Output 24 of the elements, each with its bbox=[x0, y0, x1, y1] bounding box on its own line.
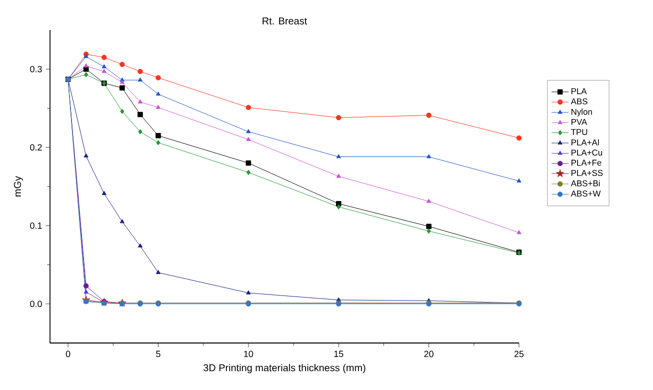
y-axis-title: mGy bbox=[14, 176, 23, 196]
x-tick-label: 25 bbox=[514, 350, 524, 358]
chart-title: Rt. Breast bbox=[262, 18, 308, 24]
legend-label: ABS+W bbox=[570, 190, 601, 197]
y-tick-label: 0.0 bbox=[30, 300, 42, 308]
x-tick-label: 0 bbox=[66, 350, 70, 358]
x-tick-label: 5 bbox=[156, 350, 160, 358]
legend-label: TPU bbox=[571, 129, 588, 135]
y-tick-label: 0.3 bbox=[30, 66, 42, 72]
legend-label: ABS+Bi bbox=[570, 180, 600, 186]
legend-label: PLA+Fe bbox=[572, 160, 602, 166]
legend-label: Nylon bbox=[572, 108, 592, 116]
legend-label: ABS bbox=[570, 98, 588, 104]
legend-label: PLA+Al bbox=[572, 139, 599, 146]
x-tick-label: 20 bbox=[424, 350, 434, 358]
legend-label: PLA bbox=[572, 88, 587, 94]
x-tick-label: 15 bbox=[334, 350, 344, 358]
x-tick-label: 10 bbox=[244, 350, 254, 358]
legend-label: PLA+Cu bbox=[572, 150, 602, 156]
legend-label: PVA bbox=[572, 118, 588, 125]
x-axis-title: 3D Printing materials thickness (mm) bbox=[203, 364, 366, 374]
y-tick-label: 0.1 bbox=[30, 222, 42, 229]
y-tick-label: 0.2 bbox=[30, 144, 42, 151]
legend-label: PLA+SS bbox=[572, 170, 603, 176]
